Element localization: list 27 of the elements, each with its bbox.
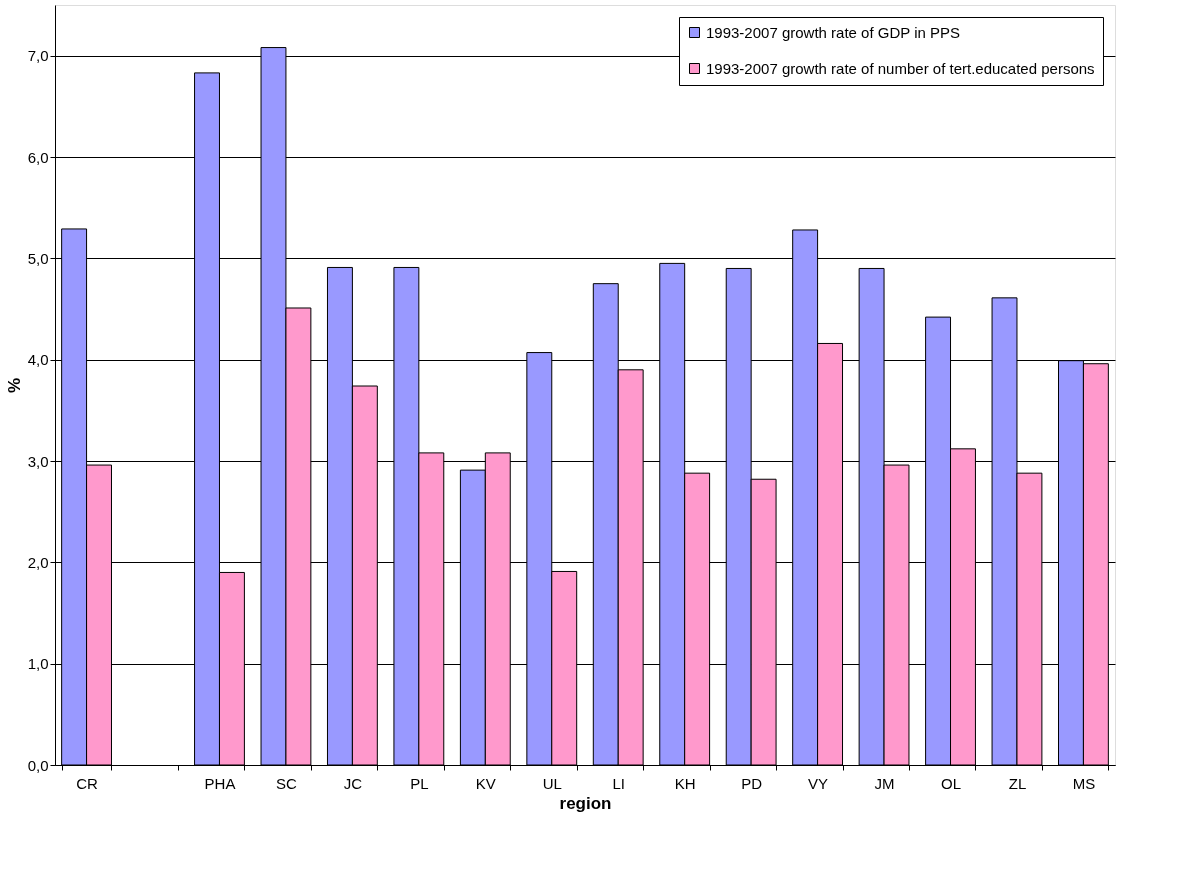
x-axis-title: region (559, 793, 612, 813)
x-tick-label: CR (76, 774, 99, 792)
x-tick-label: JC (343, 774, 363, 792)
x-tick-label: VY (808, 774, 829, 792)
x-tick-label: UL (542, 774, 562, 792)
x-tick-label: PL (410, 774, 429, 792)
y-tick-label: 2,0 (27, 553, 49, 571)
x-tick-label: PHA (204, 774, 236, 792)
y-tick-label: 6,0 (27, 148, 49, 166)
x-tick-label: ZL (1008, 774, 1027, 792)
y-axis-title: % (4, 377, 24, 394)
y-tick-label: 3,0 (27, 452, 49, 470)
x-tick-label: SC (276, 774, 298, 792)
x-tick-label: KV (475, 774, 496, 792)
x-tick-label: PD (741, 774, 763, 792)
x-tick-label: JM (874, 774, 895, 792)
y-tick-label: 5,0 (27, 249, 49, 267)
y-tick-label: 0,0 (27, 756, 49, 774)
x-tick-label: OL (941, 774, 962, 792)
x-tick-label: KH (674, 774, 696, 792)
legend-label: 1993-2007 growth rate of GDP in PPS (706, 23, 961, 41)
x-tick-label: LI (612, 774, 625, 792)
y-tick-label: 7,0 (27, 47, 49, 65)
x-tick-label: MS (1072, 774, 1096, 792)
y-tick-label: 4,0 (27, 351, 49, 369)
legend-label: 1993-2007 growth rate of number of tert.educated persons (706, 59, 1095, 77)
y-tick-label: 1,0 (27, 655, 49, 673)
